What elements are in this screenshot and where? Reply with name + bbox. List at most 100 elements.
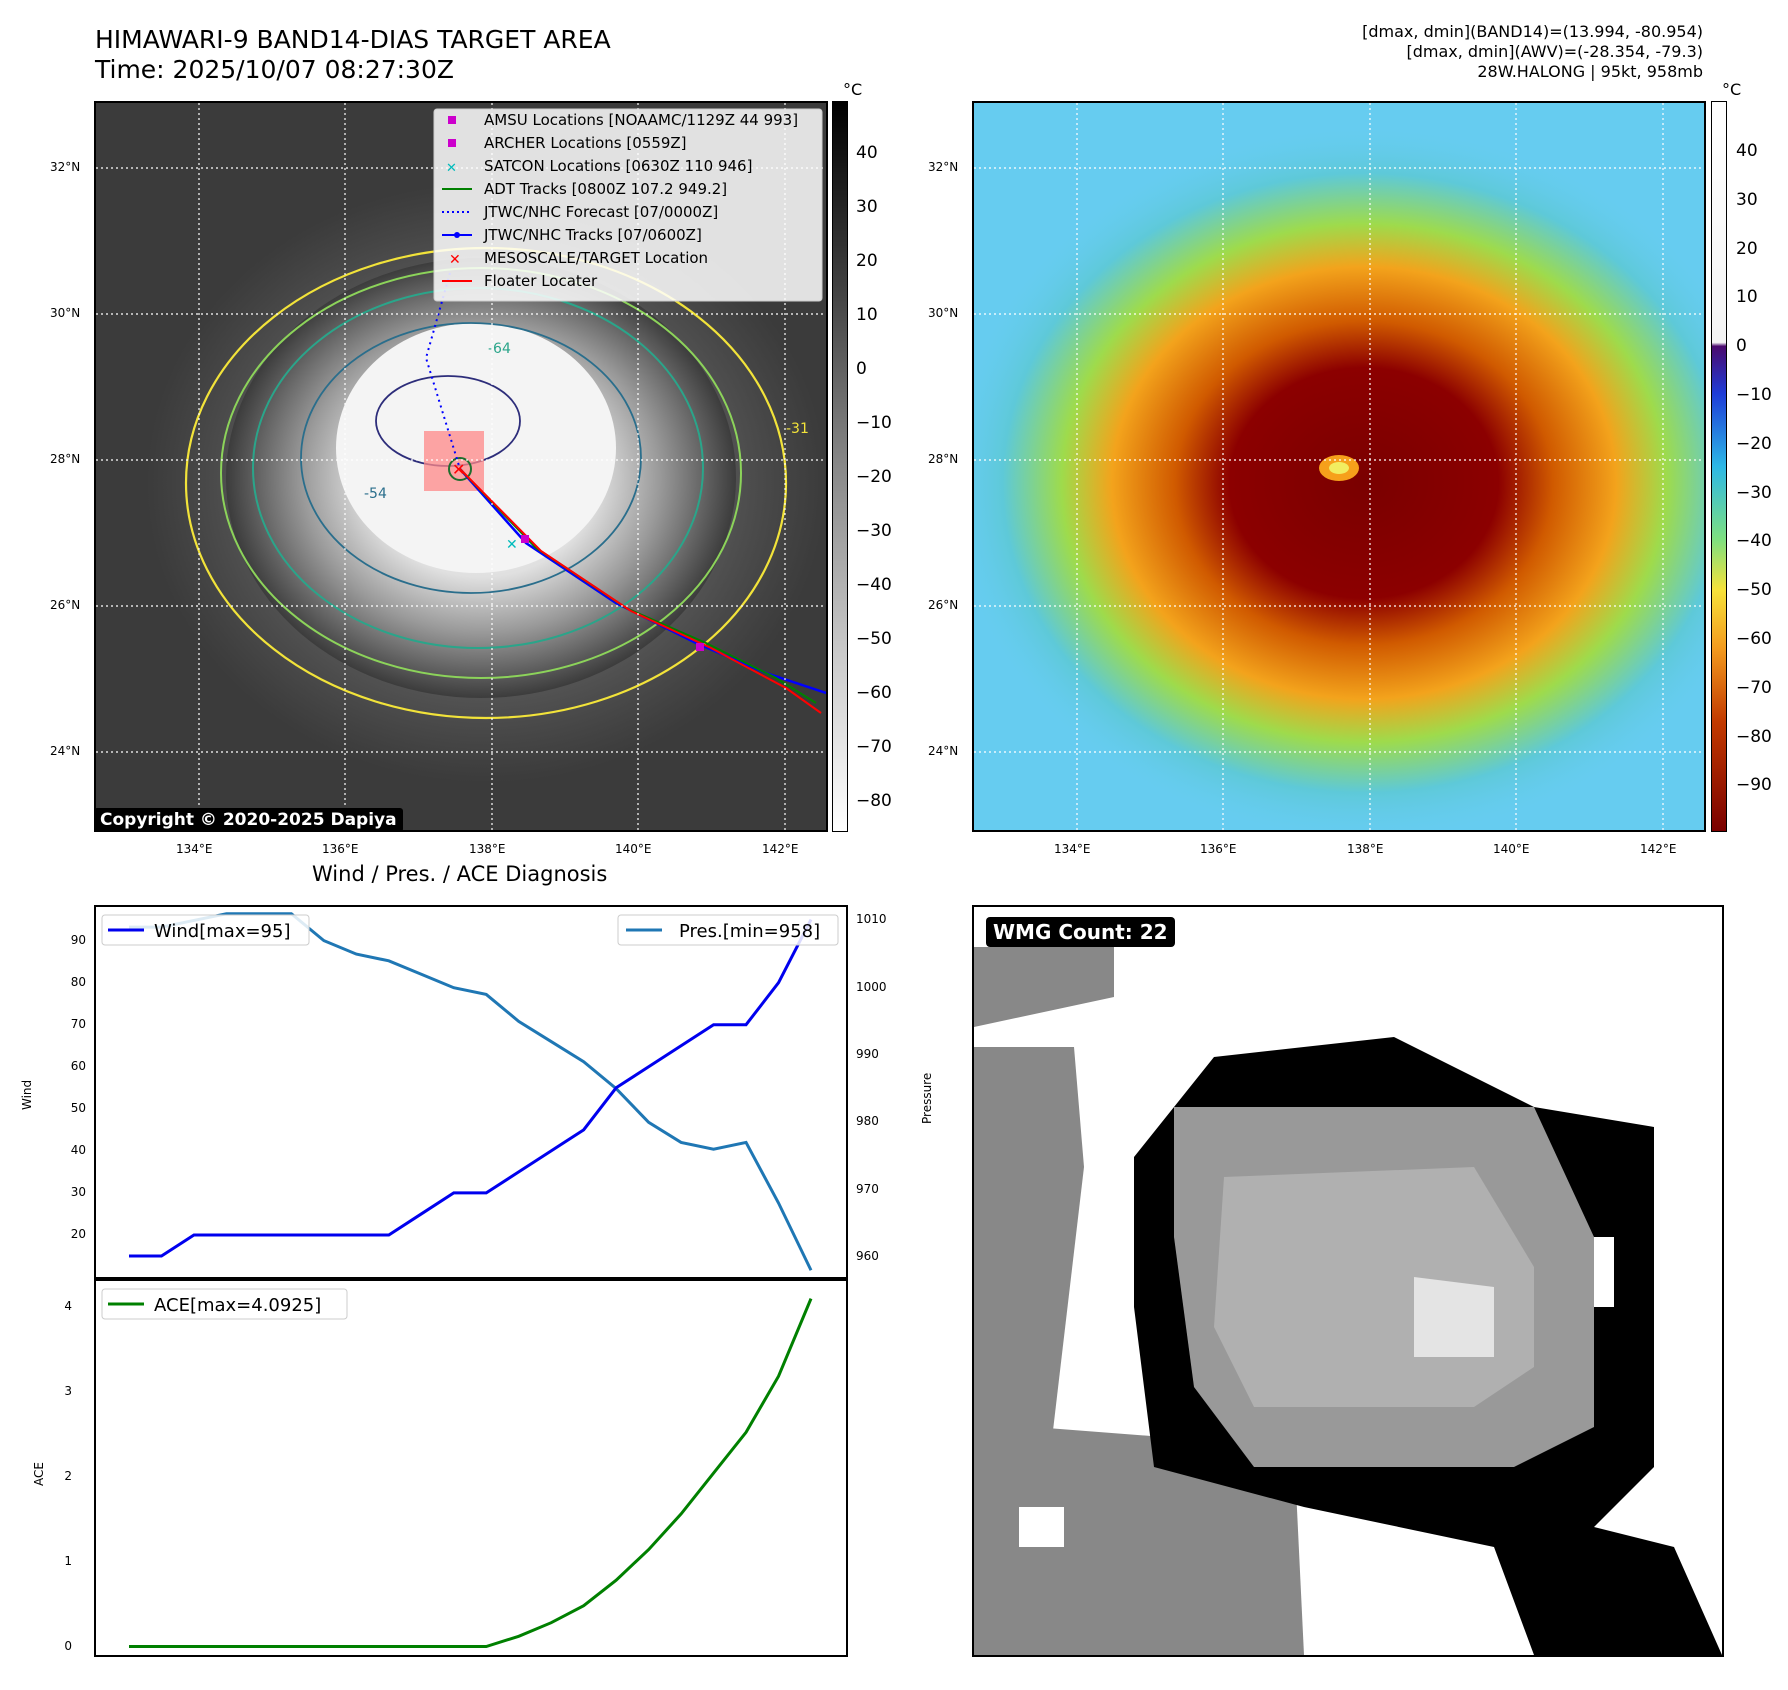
gray-colorbar-tick-3: 10 <box>856 305 878 325</box>
legend-satcon-swatch: ✕ <box>446 161 457 176</box>
lon-label-134-right: 134°E <box>1054 842 1091 856</box>
legend-adt: ADT Tracks [0800Z 107.2 949.2] <box>484 180 727 198</box>
color-colorbar-tick-6: −20 <box>1736 433 1772 454</box>
wind-tick-80: 80 <box>70 974 86 989</box>
ace-tick-0: 0 <box>64 1638 72 1653</box>
satcon-marker: ✕ <box>506 537 518 553</box>
ace-line <box>129 1298 813 1648</box>
ace-tick-1: 1 <box>64 1553 72 1568</box>
lon-label-140-left: 140°E <box>615 842 652 856</box>
wmg-gray-patch-nw <box>974 947 1114 1027</box>
ir-map-svg: ✕ ✕ -64 -54 -31 AMSU Locations [NOAAMC/1… <box>96 103 826 830</box>
gray-colorbar-tick-7: −30 <box>856 521 892 541</box>
ace-panel: ACE[max=4.0925] <box>94 1279 848 1657</box>
contour-label-54: -54 <box>364 486 387 502</box>
pressure-legend-label: Pres.[min=958] <box>679 921 820 942</box>
contour-label-31: -31 <box>786 421 809 437</box>
lat-label-28-right: 28°N <box>928 452 959 466</box>
lon-label-136-left: 136°E <box>322 842 359 856</box>
storm-info: 28W.HALONG | 95kt, 958mb <box>1477 62 1703 81</box>
color-colorbar-tick-7: −30 <box>1736 482 1772 503</box>
wind-tick-50: 50 <box>70 1100 86 1115</box>
color-colorbar-tick-10: −60 <box>1736 629 1772 649</box>
awv-map-svg <box>974 103 1704 830</box>
lon-label-138-right: 138°E <box>1347 842 1384 856</box>
color-colorbar-unit: °C <box>1722 80 1742 99</box>
wind-tick-60: 60 <box>70 1058 86 1073</box>
legend-satcon: SATCON Locations [0630Z 110 946] <box>484 157 752 175</box>
floater-box <box>424 431 484 491</box>
gray-colorbar-tick-11: −70 <box>856 737 892 757</box>
gray-colorbar-tick-1: 30 <box>856 197 878 217</box>
color-colorbar <box>1711 101 1727 832</box>
wmg-white-patch-sw <box>1019 1507 1064 1547</box>
wind-legend-box <box>101 914 310 946</box>
wind-legend: Wind[max=95] <box>101 914 310 946</box>
color-colorbar-tick-13: −90 <box>1736 775 1772 796</box>
ace-legend-box <box>101 1288 348 1320</box>
gray-colorbar-tick-0: 40 <box>856 143 878 163</box>
legend-amsu-swatch <box>448 116 456 124</box>
lat-label-26-right: 26°N <box>928 598 959 612</box>
lat-label-30-left: 30°N <box>50 306 81 320</box>
ace-tick-2: 2 <box>64 1468 72 1483</box>
legend-jtwc: JTWC/NHC Tracks [07/0600Z] <box>483 226 702 244</box>
legend-floater: Floater Locater <box>484 272 598 290</box>
gray-colorbar-tick-4: 0 <box>856 359 867 379</box>
color-colorbar-tick-12: −80 <box>1736 726 1772 747</box>
ace-axis-label: ACE <box>32 1462 46 1486</box>
pressure-tick-1000: 1000 <box>856 979 887 994</box>
ace-legend: ACE[max=4.0925] <box>101 1288 348 1320</box>
gray-colorbar-tick-2: 20 <box>856 251 878 271</box>
eye-contour <box>448 457 472 481</box>
lon-label-136-right: 136°E <box>1200 842 1237 856</box>
awv-gridlines <box>974 103 1704 830</box>
gray-colorbar <box>832 101 848 832</box>
ace-svg: ACE[max=4.0925] <box>101 1288 813 1648</box>
legend-forecast: JTWC/NHC Forecast [07/0000Z] <box>483 203 718 221</box>
lon-label-138-left: 138°E <box>469 842 506 856</box>
color-colorbar-tick-2: 20 <box>1736 238 1758 259</box>
pressure-legend: Pres.[min=958] <box>617 914 839 946</box>
wmg-gray-patch-w <box>974 1047 1084 1557</box>
wmg-svg <box>974 907 1722 1655</box>
ace-legend-label: ACE[max=4.0925] <box>154 1295 321 1316</box>
target-marker: ✕ <box>452 460 465 479</box>
lat-label-24-left: 24°N <box>50 744 81 758</box>
lon-label-142-left: 142°E <box>762 842 799 856</box>
wind-tick-40: 40 <box>70 1142 86 1157</box>
pressure-tick-1010: 1010 <box>856 912 887 927</box>
ir-legend: AMSU Locations [NOAAMC/1129Z 44 993] ARC… <box>433 108 823 302</box>
wmg-panel <box>972 905 1724 1657</box>
lat-label-28-left: 28°N <box>50 452 81 466</box>
pressure-tick-980: 980 <box>856 1114 879 1129</box>
gray-colorbar-tick-9: −50 <box>856 629 892 649</box>
ace-tick-3: 3 <box>64 1383 72 1398</box>
band14-range: [dmax, dmin](BAND14)=(13.994, -80.954) <box>1362 22 1703 41</box>
pressure-legend-box <box>617 914 839 946</box>
lat-label-26-left: 26°N <box>50 598 81 612</box>
wmg-count-badge: WMG Count: 22 <box>986 917 1175 947</box>
wind-axis-label: Wind <box>20 1079 34 1110</box>
gray-colorbar-tick-5: −10 <box>856 413 892 433</box>
wind-line <box>129 918 813 1258</box>
lat-label-32-left: 32°N <box>50 160 81 174</box>
color-colorbar-tick-5: −10 <box>1736 385 1772 405</box>
pressure-tick-970: 970 <box>856 1181 879 1196</box>
legend-archer: ARCHER Locations [0559Z] <box>484 134 687 152</box>
awv-eye-center <box>1329 462 1349 474</box>
gray-colorbar-tick-10: −60 <box>856 683 892 703</box>
wmg-white-patch-e <box>1594 1237 1614 1307</box>
awv-map-panel <box>972 101 1706 832</box>
chart-title: HIMAWARI-9 BAND14-DIAS TARGET AREA <box>95 25 611 54</box>
legend-target-swatch: ✕ <box>449 252 461 268</box>
pressure-axis-label: Pressure <box>920 1072 934 1124</box>
color-colorbar-tick-4: 0 <box>1736 336 1747 357</box>
pressure-tick-960: 960 <box>856 1248 879 1263</box>
gray-colorbar-tick-6: −20 <box>856 467 892 487</box>
gray-colorbar-tick-12: −80 <box>856 791 892 811</box>
copyright-badge: Copyright © 2020-2025 Dapiya <box>94 808 403 832</box>
color-colorbar-tick-3: 10 <box>1736 287 1758 308</box>
color-colorbar-tick-8: −40 <box>1736 531 1772 552</box>
gray-colorbar-tick-8: −40 <box>856 575 892 595</box>
